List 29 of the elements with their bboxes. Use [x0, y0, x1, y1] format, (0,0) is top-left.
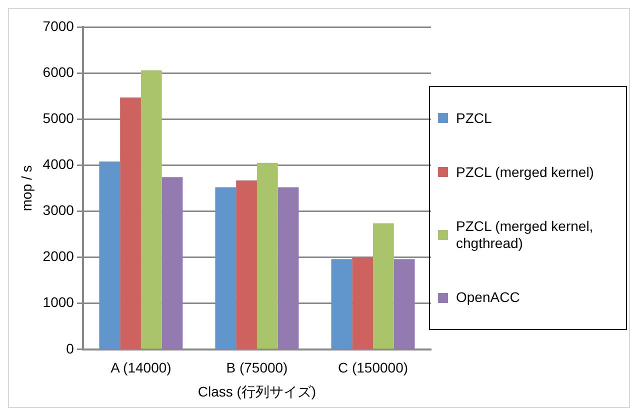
y-tick-label: 4000 [42, 156, 74, 172]
legend-label: PZCL (merged kernel, chgthread) [456, 218, 594, 252]
legend-label: PZCL (merged kernel) [456, 164, 595, 181]
x-axis-title: Class (行列サイズ) [198, 383, 316, 400]
y-tick-label: 1000 [42, 294, 74, 310]
bar [394, 259, 415, 349]
bar [256, 162, 278, 349]
bar [120, 97, 141, 349]
x-tick-label: A (14000) [110, 360, 172, 376]
bar [236, 180, 257, 349]
y-tick-label: 0 [66, 340, 74, 356]
y-axis-title: mop / s [18, 165, 34, 212]
bar [215, 187, 236, 349]
bar [352, 257, 373, 349]
y-tick-label: 2000 [42, 248, 74, 264]
legend-label: PZCL [456, 110, 493, 127]
bar [162, 177, 183, 349]
x-tick-label: C (150000) [338, 360, 408, 376]
y-tick-label: 7000 [42, 18, 74, 34]
y-tick-label: 6000 [42, 64, 74, 80]
bar [331, 259, 352, 349]
bar [278, 187, 299, 349]
y-tick-label: 5000 [42, 110, 74, 126]
bar [140, 70, 162, 349]
y-tick-label: 3000 [42, 202, 74, 218]
bar [372, 223, 394, 349]
legend-label: OpenACC [456, 289, 521, 306]
bar [99, 161, 120, 349]
x-tick-label: B (75000) [226, 360, 288, 376]
